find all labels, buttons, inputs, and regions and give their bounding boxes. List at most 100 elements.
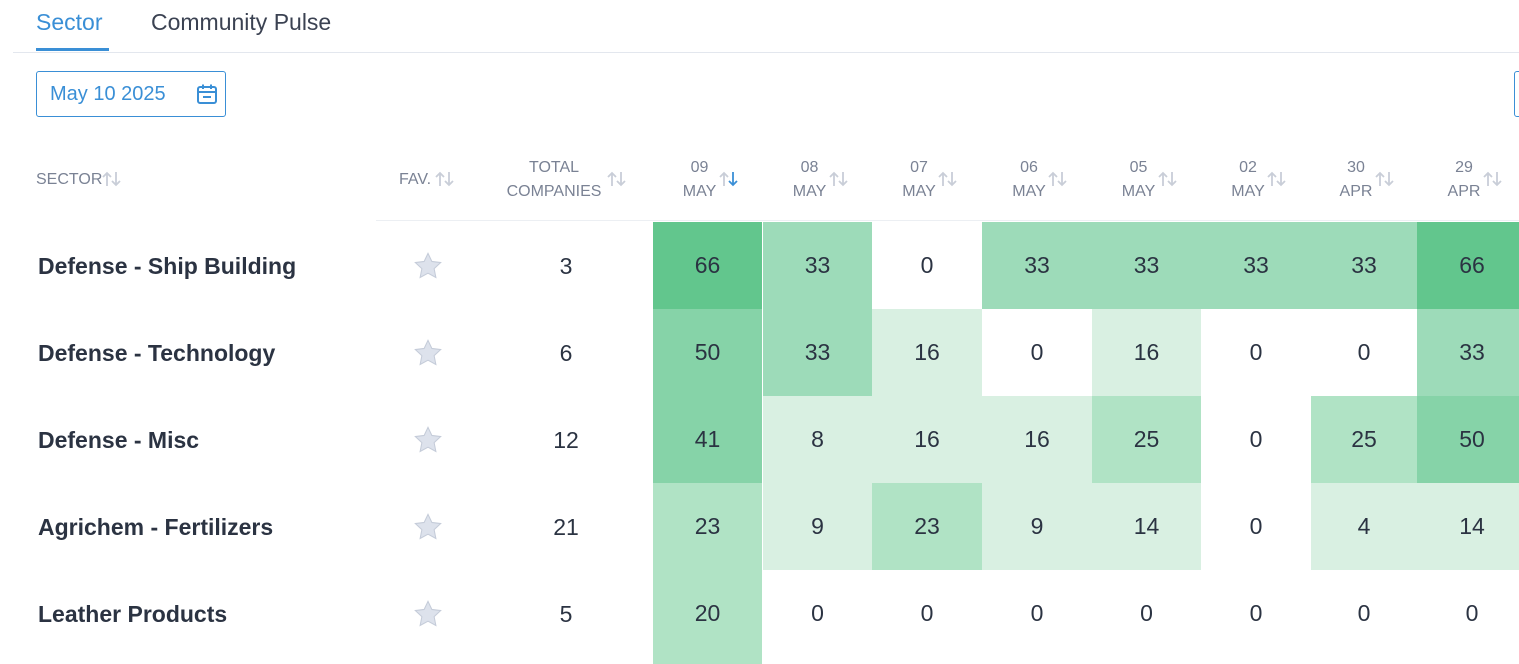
heatmap-cell[interactable]: 20 — [653, 570, 762, 664]
cell-value: 8 — [811, 426, 824, 452]
star-icon[interactable] — [412, 511, 444, 548]
header-day: 08 — [800, 159, 819, 176]
header-divider — [376, 220, 1519, 221]
header-day: 06 — [1020, 159, 1038, 176]
cell-value: 0 — [1030, 600, 1044, 626]
sort-icon[interactable] — [937, 170, 959, 193]
heatmap-cell[interactable]: 14 — [1417, 483, 1519, 570]
cell-value: 0 — [811, 600, 824, 626]
sector-name[interactable]: Defense - Ship Building — [38, 253, 297, 279]
sort-icon[interactable] — [606, 170, 628, 188]
heatmap-cell[interactable]: 0 — [1201, 309, 1311, 396]
cell-value: 0 — [1249, 513, 1263, 539]
calendar-icon — [197, 84, 217, 104]
heatmap-cell[interactable]: 0 — [1311, 570, 1417, 664]
heatmap-cell[interactable]: 14 — [1092, 483, 1201, 570]
sort-icon[interactable] — [1266, 170, 1288, 193]
total-companies-header[interactable]: TOTAL COMPANIES — [506, 159, 602, 200]
cell-value: 41 — [694, 426, 721, 452]
sort-icon[interactable] — [1047, 170, 1069, 193]
sector-header[interactable]: SECTOR — [36, 171, 103, 188]
header-month: MAY — [1231, 183, 1265, 200]
header-month: MAY — [682, 183, 717, 200]
heatmap-cell[interactable]: 23 — [653, 483, 762, 570]
heatmap-cell[interactable]: 23 — [872, 483, 982, 570]
heatmap-cell[interactable]: 0 — [763, 570, 872, 664]
total-companies-value: 5 — [559, 601, 573, 627]
sector-name[interactable]: Defense - Technology — [38, 340, 276, 366]
heatmap-cell[interactable]: 33 — [982, 222, 1092, 309]
heatmap-cell[interactable]: 0 — [1201, 396, 1311, 483]
heatmap-cell[interactable]: 33 — [763, 309, 872, 396]
heatmap-cell[interactable]: 33 — [1092, 222, 1201, 309]
tab-sector[interactable]: Sector — [36, 9, 103, 35]
heatmap-cell[interactable]: 0 — [982, 309, 1092, 396]
heatmap-cell[interactable]: 41 — [653, 396, 762, 483]
sort-icon[interactable] — [1374, 170, 1396, 193]
heatmap-cell[interactable]: 9 — [763, 483, 872, 570]
cell-value: 33 — [1459, 339, 1485, 365]
heatmap-cell[interactable]: 0 — [1417, 570, 1519, 664]
cell-value: 25 — [1351, 426, 1377, 452]
cell-value: 33 — [1024, 252, 1050, 278]
sector-name[interactable]: Defense - Misc — [38, 427, 200, 453]
heatmap-cell[interactable]: 66 — [1417, 222, 1519, 309]
heatmap-cell[interactable]: 4 — [1311, 483, 1417, 570]
sort-icon[interactable] — [1157, 170, 1179, 193]
heatmap-cell[interactable]: 0 — [872, 222, 982, 309]
star-icon[interactable] — [412, 250, 444, 287]
date-column-header[interactable]: 29 APR — [1442, 156, 1486, 204]
cell-value: 0 — [1357, 339, 1371, 365]
heatmap-cell[interactable]: 16 — [982, 396, 1092, 483]
heatmap-cell[interactable]: 16 — [872, 309, 982, 396]
toolbar-button-cut-off[interactable] — [1514, 71, 1519, 117]
heatmap-cell[interactable]: 8 — [763, 396, 872, 483]
total-companies-value: 21 — [553, 514, 579, 540]
sector-name[interactable]: Agrichem - Fertilizers — [38, 514, 274, 540]
date-column-header[interactable]: 30 APR — [1334, 156, 1378, 204]
heatmap-cell[interactable]: 9 — [982, 483, 1092, 570]
heatmap-cell[interactable]: 25 — [1092, 396, 1201, 483]
heatmap-cell[interactable]: 33 — [1311, 222, 1417, 309]
heatmap-cell[interactable]: 33 — [1201, 222, 1311, 309]
active-tab-indicator — [36, 48, 109, 51]
date-picker-button[interactable]: May 10 2025 — [36, 71, 226, 117]
cell-value: 16 — [1024, 426, 1050, 452]
heatmap-cell[interactable]: 25 — [1311, 396, 1417, 483]
heatmap-cell[interactable]: 66 — [653, 222, 762, 309]
heatmap-cell[interactable]: 16 — [1092, 309, 1201, 396]
sort-icon[interactable] — [1482, 170, 1504, 193]
cell-value: 66 — [1459, 252, 1485, 278]
date-column-header[interactable]: 09 MAY — [678, 156, 722, 204]
heatmap-cell[interactable]: 50 — [1417, 396, 1519, 483]
heatmap-cell[interactable]: 0 — [1201, 483, 1311, 570]
sort-icon[interactable] — [828, 170, 850, 193]
date-value: May 10 2025 — [50, 82, 166, 105]
heatmap-cell[interactable]: 50 — [653, 309, 762, 396]
heatmap-cell[interactable]: 0 — [1201, 570, 1311, 664]
date-column-header[interactable]: 05 MAY — [1117, 156, 1161, 204]
fav-header[interactable]: FAV. — [399, 171, 432, 188]
star-icon[interactable] — [412, 337, 444, 374]
sort-desc-icon[interactable] — [718, 170, 740, 193]
heatmap-cell[interactable]: 33 — [763, 222, 872, 309]
star-icon[interactable] — [412, 424, 444, 461]
date-column-header[interactable]: 08 MAY — [788, 156, 832, 204]
sort-icon[interactable] — [434, 170, 456, 188]
heatmap-cell[interactable]: 16 — [872, 396, 982, 483]
cell-value: 0 — [1249, 600, 1263, 626]
tab-community-pulse[interactable]: Community Pulse — [151, 9, 332, 35]
star-icon[interactable] — [412, 598, 444, 635]
date-column-header[interactable]: 02 MAY — [1226, 156, 1270, 204]
heatmap-cell[interactable]: 0 — [1311, 309, 1417, 396]
sort-icon[interactable] — [101, 170, 123, 188]
heatmap-cell[interactable]: 0 — [1092, 570, 1201, 664]
date-column-header[interactable]: 07 MAY — [897, 156, 941, 204]
header-month: MAY — [792, 183, 827, 200]
sector-name[interactable]: Leather Products — [38, 601, 228, 627]
heatmap-cell[interactable]: 0 — [872, 570, 982, 664]
heatmap-cell[interactable]: 33 — [1417, 309, 1519, 396]
date-column-header[interactable]: 06 MAY — [1007, 156, 1051, 204]
header-month: MAY — [902, 183, 936, 200]
heatmap-cell[interactable]: 0 — [982, 570, 1092, 664]
